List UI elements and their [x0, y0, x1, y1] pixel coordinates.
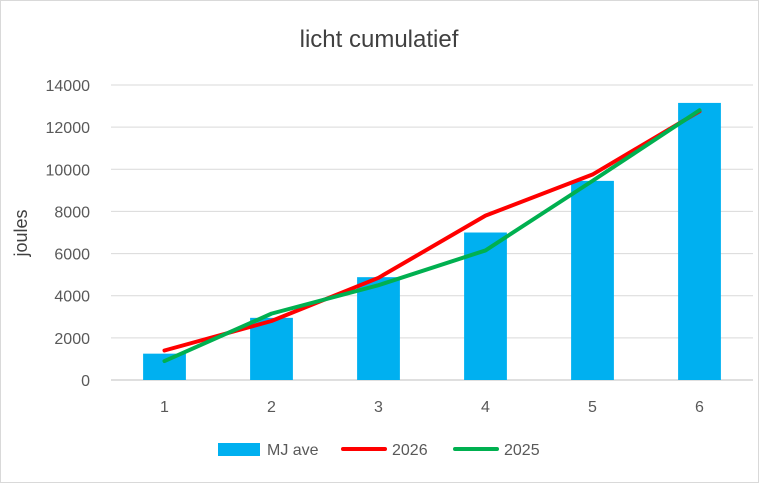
- x-tick-labels: 1 2 3 4 5 6: [160, 399, 704, 416]
- grid-lines: [111, 84, 753, 381]
- x-tick-label: 3: [374, 399, 383, 416]
- legend-swatch-bar: [218, 443, 260, 456]
- y-tick-label: 10000: [46, 162, 91, 179]
- series-line-2025: [162, 108, 702, 364]
- y-tick-label: 2000: [54, 331, 90, 348]
- x-tick-label: 4: [481, 399, 490, 416]
- legend-label: 2026: [392, 442, 428, 459]
- x-tick-label: 1: [160, 399, 169, 416]
- y-tick-label: 4000: [54, 289, 90, 306]
- y-tick-label: 12000: [46, 120, 91, 137]
- x-tick-label: 2: [267, 399, 276, 416]
- y-tick-label: 0: [81, 373, 90, 390]
- y-tick-label: 6000: [54, 247, 90, 264]
- bar: [143, 353, 186, 380]
- y-tick-labels: 0 2000 4000 6000 8000 10000 12000 14000: [46, 78, 91, 390]
- legend-label: 2025: [504, 442, 540, 459]
- series-line-2026: [162, 109, 702, 353]
- x-tick-label: 5: [588, 399, 597, 416]
- legend: MJ ave 2026 2025: [218, 442, 540, 459]
- bar: [250, 317, 293, 380]
- y-axis-label: joules: [11, 209, 31, 257]
- chart-title: licht cumulatief: [300, 26, 459, 53]
- bar: [678, 102, 721, 381]
- line-series: [162, 108, 702, 364]
- bar-series: [143, 102, 721, 381]
- y-tick-label: 14000: [46, 78, 91, 95]
- bar: [357, 277, 400, 380]
- legend-label: MJ ave: [267, 442, 319, 459]
- y-tick-label: 8000: [54, 204, 90, 221]
- x-tick-label: 6: [695, 399, 704, 416]
- bar: [571, 180, 614, 380]
